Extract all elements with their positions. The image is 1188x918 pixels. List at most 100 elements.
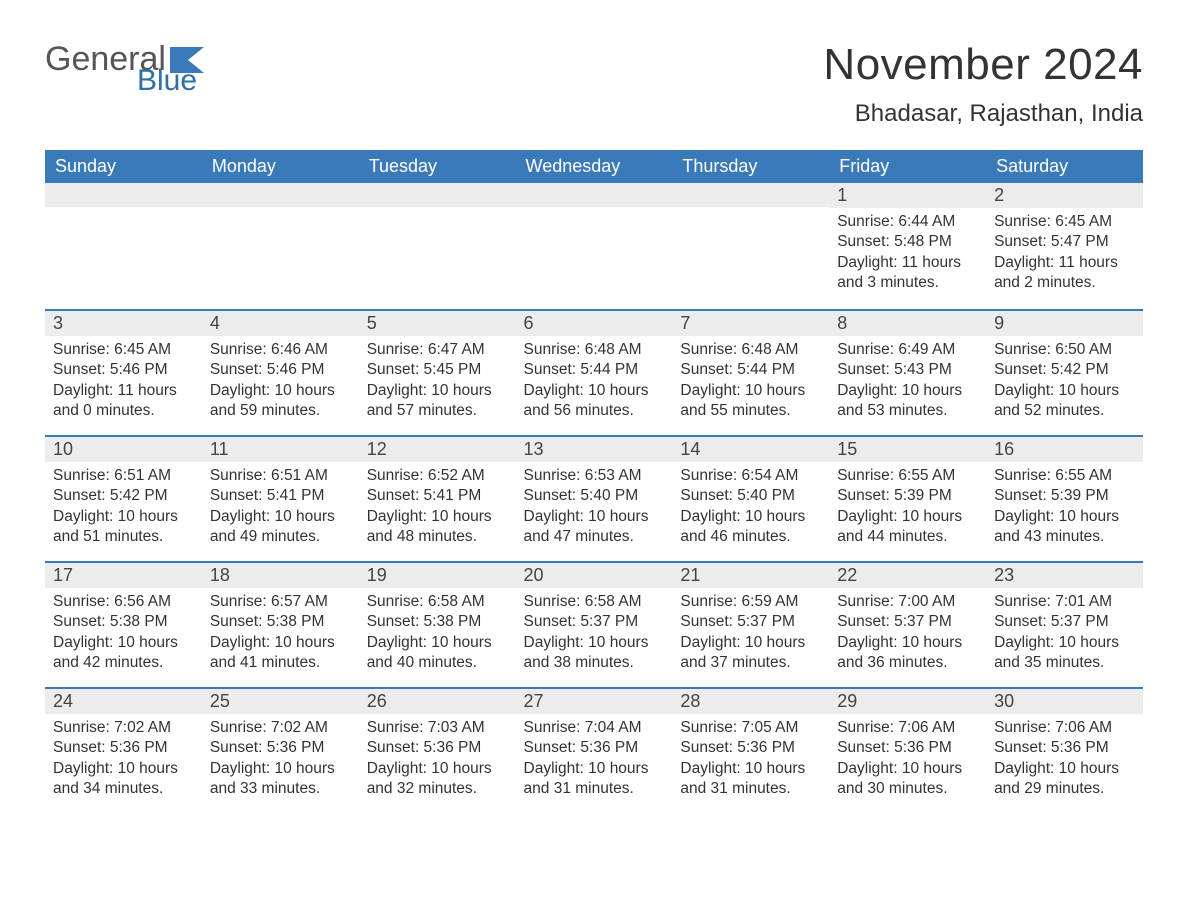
day-number: 21 — [672, 561, 829, 588]
sunset-text: Sunset: 5:37 PM — [837, 612, 978, 632]
sunset-text: Sunset: 5:42 PM — [53, 486, 194, 506]
daylight-text: Daylight: 10 hours and 52 minutes. — [994, 381, 1135, 422]
sunrise-text: Sunrise: 7:00 AM — [837, 592, 978, 612]
day-number: 5 — [359, 309, 516, 336]
sunset-text: Sunset: 5:47 PM — [994, 232, 1135, 252]
day-body: Sunrise: 6:54 AMSunset: 5:40 PMDaylight:… — [672, 462, 829, 554]
sunrise-text: Sunrise: 7:06 AM — [837, 718, 978, 738]
day-number: 17 — [45, 561, 202, 588]
weekday-header: Thursday — [672, 150, 829, 183]
sunrise-text: Sunrise: 6:58 AM — [524, 592, 665, 612]
day-body: Sunrise: 6:55 AMSunset: 5:39 PMDaylight:… — [829, 462, 986, 554]
calendar-cell: 18Sunrise: 6:57 AMSunset: 5:38 PMDayligh… — [202, 561, 359, 687]
day-number: 19 — [359, 561, 516, 588]
daylight-text: Daylight: 10 hours and 35 minutes. — [994, 633, 1135, 674]
sunset-text: Sunset: 5:38 PM — [210, 612, 351, 632]
empty-daynum-bar — [672, 183, 829, 207]
daylight-text: Daylight: 10 hours and 40 minutes. — [367, 633, 508, 674]
sunset-text: Sunset: 5:36 PM — [367, 738, 508, 758]
day-body: Sunrise: 6:55 AMSunset: 5:39 PMDaylight:… — [986, 462, 1143, 554]
calendar-cell: 13Sunrise: 6:53 AMSunset: 5:40 PMDayligh… — [516, 435, 673, 561]
calendar-cell: 12Sunrise: 6:52 AMSunset: 5:41 PMDayligh… — [359, 435, 516, 561]
daylight-text: Daylight: 10 hours and 33 minutes. — [210, 759, 351, 800]
sunrise-text: Sunrise: 6:48 AM — [680, 340, 821, 360]
daylight-text: Daylight: 10 hours and 30 minutes. — [837, 759, 978, 800]
sunrise-text: Sunrise: 7:06 AM — [994, 718, 1135, 738]
day-number: 24 — [45, 687, 202, 714]
day-body: Sunrise: 6:45 AMSunset: 5:46 PMDaylight:… — [45, 336, 202, 428]
daylight-text: Daylight: 10 hours and 42 minutes. — [53, 633, 194, 674]
sunset-text: Sunset: 5:36 PM — [53, 738, 194, 758]
daylight-text: Daylight: 10 hours and 59 minutes. — [210, 381, 351, 422]
sunrise-text: Sunrise: 6:57 AM — [210, 592, 351, 612]
day-number: 30 — [986, 687, 1143, 714]
sunrise-text: Sunrise: 6:51 AM — [53, 466, 194, 486]
day-number: 1 — [829, 183, 986, 208]
day-number: 18 — [202, 561, 359, 588]
day-number: 10 — [45, 435, 202, 462]
sunrise-text: Sunrise: 6:45 AM — [53, 340, 194, 360]
day-body: Sunrise: 7:02 AMSunset: 5:36 PMDaylight:… — [202, 714, 359, 806]
daylight-text: Daylight: 10 hours and 53 minutes. — [837, 381, 978, 422]
sunset-text: Sunset: 5:38 PM — [53, 612, 194, 632]
calendar-cell — [672, 183, 829, 309]
day-body: Sunrise: 7:06 AMSunset: 5:36 PMDaylight:… — [986, 714, 1143, 806]
sunset-text: Sunset: 5:46 PM — [210, 360, 351, 380]
calendar-cell: 6Sunrise: 6:48 AMSunset: 5:44 PMDaylight… — [516, 309, 673, 435]
weekday-header: Tuesday — [359, 150, 516, 183]
day-body: Sunrise: 6:59 AMSunset: 5:37 PMDaylight:… — [672, 588, 829, 680]
calendar-cell: 16Sunrise: 6:55 AMSunset: 5:39 PMDayligh… — [986, 435, 1143, 561]
daylight-text: Daylight: 10 hours and 43 minutes. — [994, 507, 1135, 548]
weekday-header: Sunday — [45, 150, 202, 183]
calendar-cell: 19Sunrise: 6:58 AMSunset: 5:38 PMDayligh… — [359, 561, 516, 687]
sunset-text: Sunset: 5:48 PM — [837, 232, 978, 252]
calendar-cell: 5Sunrise: 6:47 AMSunset: 5:45 PMDaylight… — [359, 309, 516, 435]
daylight-text: Daylight: 10 hours and 31 minutes. — [524, 759, 665, 800]
day-number: 22 — [829, 561, 986, 588]
sunrise-text: Sunrise: 7:05 AM — [680, 718, 821, 738]
empty-daynum-bar — [516, 183, 673, 207]
calendar-week-row: 3Sunrise: 6:45 AMSunset: 5:46 PMDaylight… — [45, 309, 1143, 435]
sunset-text: Sunset: 5:38 PM — [367, 612, 508, 632]
sunrise-text: Sunrise: 6:49 AM — [837, 340, 978, 360]
sunrise-text: Sunrise: 6:48 AM — [524, 340, 665, 360]
calendar-week-row: 1Sunrise: 6:44 AMSunset: 5:48 PMDaylight… — [45, 183, 1143, 309]
day-number: 28 — [672, 687, 829, 714]
day-body: Sunrise: 7:01 AMSunset: 5:37 PMDaylight:… — [986, 588, 1143, 680]
sunset-text: Sunset: 5:46 PM — [53, 360, 194, 380]
day-body: Sunrise: 6:49 AMSunset: 5:43 PMDaylight:… — [829, 336, 986, 428]
day-body: Sunrise: 6:58 AMSunset: 5:38 PMDaylight:… — [359, 588, 516, 680]
daylight-text: Daylight: 10 hours and 48 minutes. — [367, 507, 508, 548]
sunrise-text: Sunrise: 7:01 AM — [994, 592, 1135, 612]
day-number: 6 — [516, 309, 673, 336]
calendar-cell — [45, 183, 202, 309]
calendar-cell: 7Sunrise: 6:48 AMSunset: 5:44 PMDaylight… — [672, 309, 829, 435]
sunrise-text: Sunrise: 6:59 AM — [680, 592, 821, 612]
title-block: November 2024 Bhadasar, Rajasthan, India — [823, 40, 1143, 128]
day-body: Sunrise: 6:57 AMSunset: 5:38 PMDaylight:… — [202, 588, 359, 680]
calendar-cell — [516, 183, 673, 309]
day-number: 29 — [829, 687, 986, 714]
daylight-text: Daylight: 10 hours and 41 minutes. — [210, 633, 351, 674]
sunrise-text: Sunrise: 7:04 AM — [524, 718, 665, 738]
sunset-text: Sunset: 5:37 PM — [524, 612, 665, 632]
calendar-cell: 14Sunrise: 6:54 AMSunset: 5:40 PMDayligh… — [672, 435, 829, 561]
empty-daynum-bar — [202, 183, 359, 207]
day-body: Sunrise: 6:53 AMSunset: 5:40 PMDaylight:… — [516, 462, 673, 554]
weekday-header-row: SundayMondayTuesdayWednesdayThursdayFrid… — [45, 150, 1143, 183]
day-body: Sunrise: 6:56 AMSunset: 5:38 PMDaylight:… — [45, 588, 202, 680]
sunset-text: Sunset: 5:39 PM — [994, 486, 1135, 506]
sunrise-text: Sunrise: 6:45 AM — [994, 212, 1135, 232]
calendar-cell: 27Sunrise: 7:04 AMSunset: 5:36 PMDayligh… — [516, 687, 673, 813]
daylight-text: Daylight: 10 hours and 29 minutes. — [994, 759, 1135, 800]
calendar-cell: 23Sunrise: 7:01 AMSunset: 5:37 PMDayligh… — [986, 561, 1143, 687]
day-body: Sunrise: 6:58 AMSunset: 5:37 PMDaylight:… — [516, 588, 673, 680]
calendar-week-row: 17Sunrise: 6:56 AMSunset: 5:38 PMDayligh… — [45, 561, 1143, 687]
day-number: 4 — [202, 309, 359, 336]
calendar-table: SundayMondayTuesdayWednesdayThursdayFrid… — [45, 150, 1143, 813]
weekday-header: Saturday — [986, 150, 1143, 183]
daylight-text: Daylight: 11 hours and 2 minutes. — [994, 253, 1135, 294]
day-number: 7 — [672, 309, 829, 336]
sunrise-text: Sunrise: 7:02 AM — [210, 718, 351, 738]
day-body: Sunrise: 7:02 AMSunset: 5:36 PMDaylight:… — [45, 714, 202, 806]
